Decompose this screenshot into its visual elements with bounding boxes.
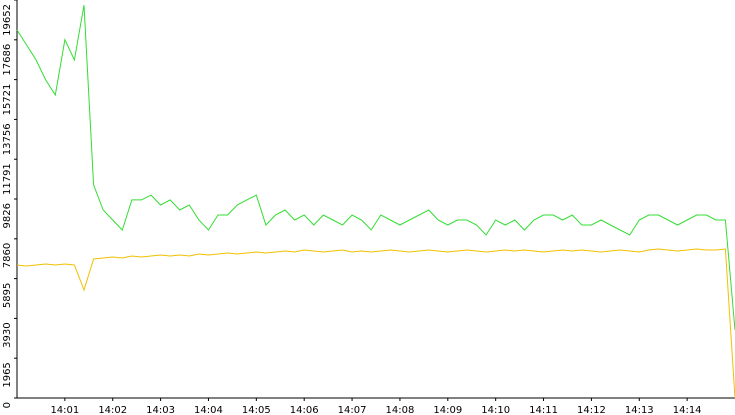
x-tick-label: 14:01 bbox=[50, 405, 79, 415]
y-tick-label: 0 bbox=[2, 402, 13, 408]
x-tick-label: 14:14 bbox=[673, 405, 702, 415]
x-tick-label: 14:13 bbox=[625, 405, 654, 415]
y-tick-label: 3930 bbox=[2, 322, 13, 347]
y-tick-label: 5895 bbox=[2, 283, 13, 308]
x-tick-label: 14:11 bbox=[529, 405, 558, 415]
x-tick-label: 14:09 bbox=[433, 405, 462, 415]
x-tick-label: 14:07 bbox=[338, 405, 367, 415]
y-tick-label: 19652 bbox=[2, 4, 13, 36]
y-tick-label: 1965 bbox=[2, 362, 13, 387]
y-tick-label: 15721 bbox=[2, 84, 13, 116]
y-tick-label: 9826 bbox=[2, 203, 13, 228]
y-tick-label: 13756 bbox=[2, 123, 13, 155]
x-tick-label: 14:08 bbox=[386, 405, 415, 415]
x-tick-label: 14:10 bbox=[481, 405, 510, 415]
x-tick-label: 14:05 bbox=[242, 405, 271, 415]
x-tick-label: 14:03 bbox=[146, 405, 175, 415]
x-tick-label: 14:02 bbox=[98, 405, 127, 415]
y-tick-label: 17686 bbox=[2, 44, 13, 76]
y-tick-label: 7860 bbox=[2, 243, 13, 268]
x-tick-label: 14:12 bbox=[577, 405, 606, 415]
y-tick-label: 11791 bbox=[2, 163, 13, 195]
series-line bbox=[16, 5, 735, 331]
x-tick-label: 14:04 bbox=[194, 405, 223, 415]
x-tick-label: 14:06 bbox=[290, 405, 319, 415]
series-line bbox=[16, 248, 735, 399]
